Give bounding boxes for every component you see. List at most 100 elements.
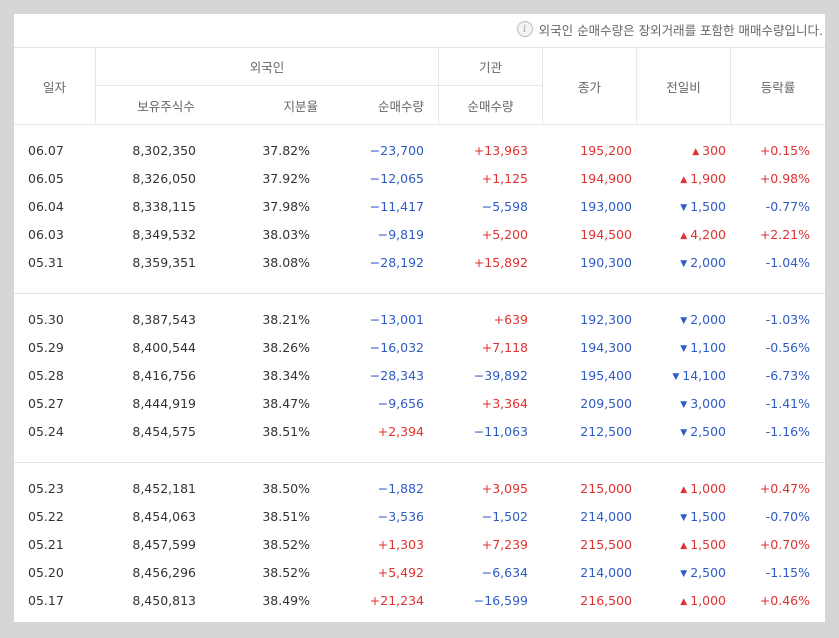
cell-diff-value: 2,500 (690, 424, 726, 439)
header-divider (95, 48, 96, 124)
header-divider (730, 48, 731, 124)
cell-diff-value: 300 (702, 143, 726, 158)
cell-ratio: 38.49% (262, 593, 310, 608)
table-row: 06.05 8,326,050 37.92% −12,065 +1,125 194,900… (14, 165, 825, 193)
cell-foreign-net: −23,700 (369, 143, 424, 158)
cell-foreign-net: −12,065 (369, 171, 424, 186)
cell-close: 194,900 (580, 171, 632, 186)
cell-diff: ▼ 2,000 (644, 306, 726, 334)
cell-diff: ▼ 2,500 (644, 559, 726, 587)
cell-diff: ▼ 2,500 (644, 418, 726, 446)
triangle-down-icon: ▼ (680, 316, 688, 326)
header-diff: 전일비 (666, 79, 701, 95)
cell-date: 05.21 (28, 537, 64, 552)
cell-rate: -1.15% (765, 565, 810, 580)
cell-inst-net: −5,598 (481, 199, 528, 214)
cell-rate: +0.15% (759, 143, 810, 158)
cell-ratio: 38.47% (262, 396, 310, 411)
cell-holdings: 8,349,532 (132, 227, 196, 242)
cell-holdings: 8,326,050 (132, 171, 196, 186)
triangle-up-icon: ▲ (680, 231, 688, 241)
cell-foreign-net: −3,536 (377, 509, 424, 524)
triangle-up-icon: ▲ (680, 175, 688, 185)
cell-close: 214,000 (580, 565, 632, 580)
cell-diff: ▼ 2,000 (644, 249, 726, 277)
cell-close: 216,500 (580, 593, 632, 608)
info-icon[interactable]: i (516, 21, 533, 37)
cell-foreign-net: −9,819 (377, 227, 424, 242)
row-group: 05.23 8,452,181 38.50% −1,882 +3,095 215,000 ▲… (14, 462, 825, 622)
cell-inst-net: −1,502 (481, 509, 528, 524)
cell-date: 06.04 (28, 199, 64, 214)
foreign-trading-panel: i 외국인 순매수량은 장외거래를 포함한 매매수량입니다. 일자 외국인 기관… (14, 14, 825, 622)
cell-ratio: 38.03% (262, 227, 310, 242)
cell-date: 05.27 (28, 396, 64, 411)
cell-inst-net: +13,963 (473, 143, 528, 158)
table-row: 05.23 8,452,181 38.50% −1,882 +3,095 215,000 ▲… (14, 475, 825, 503)
header-divider (636, 48, 637, 124)
triangle-up-icon: ▲ (680, 597, 688, 607)
row-group: 05.30 8,387,543 38.21% −13,001 +639 192,300 ▼ 2… (14, 293, 825, 463)
header-divider (96, 85, 542, 86)
cell-foreign-net: −11,417 (369, 199, 424, 214)
cell-date: 05.30 (28, 312, 64, 327)
cell-date: 06.07 (28, 143, 64, 158)
cell-close: 214,000 (580, 509, 632, 524)
cell-ratio: 38.50% (262, 481, 310, 496)
cell-ratio: 38.26% (262, 340, 310, 355)
cell-diff-value: 4,200 (690, 227, 726, 242)
cell-rate: -1.16% (765, 424, 810, 439)
cell-foreign-net: +5,492 (377, 565, 424, 580)
header-rate: 등락률 (760, 79, 796, 95)
cell-date: 06.05 (28, 171, 64, 186)
cell-diff: ▼ 14,100 (644, 362, 726, 390)
cell-diff-value: 1,900 (690, 171, 726, 186)
table-row: 05.22 8,454,063 38.51% −3,536 −1,502 214,000 ▼… (14, 503, 825, 531)
cell-close: 194,300 (580, 340, 632, 355)
cell-foreign-net: −13,001 (369, 312, 424, 327)
cell-rate: +0.46% (759, 593, 810, 608)
cell-inst-net: −39,892 (473, 368, 528, 383)
cell-date: 06.03 (28, 227, 64, 242)
cell-date: 05.17 (28, 593, 64, 608)
table-row: 06.03 8,349,532 38.03% −9,819 +5,200 194,500 ▲… (14, 221, 825, 249)
cell-close: 195,400 (580, 368, 632, 383)
cell-holdings: 8,454,063 (132, 509, 196, 524)
row-group: 06.07 8,302,350 37.82% −23,700 +13,963 195,20… (14, 124, 825, 294)
cell-close: 195,200 (580, 143, 632, 158)
triangle-down-icon: ▼ (680, 513, 688, 523)
cell-foreign-net: −1,882 (377, 481, 424, 496)
cell-diff-value: 1,000 (690, 481, 726, 496)
cell-diff-value: 1,000 (690, 593, 726, 608)
header-institution: 기관 (478, 60, 502, 75)
header-date: 일자 (42, 79, 66, 95)
cell-holdings: 8,452,181 (132, 481, 196, 496)
cell-holdings: 8,400,544 (132, 340, 196, 355)
triangle-down-icon: ▼ (680, 203, 688, 213)
cell-ratio: 37.92% (262, 171, 310, 186)
cell-holdings: 8,302,350 (132, 143, 196, 158)
table-row: 05.17 8,450,813 38.49% +21,234 −16,599 216,50… (14, 587, 825, 615)
table-row: 05.28 8,416,756 38.34% −28,343 −39,892 195,40… (14, 362, 825, 390)
cell-ratio: 38.34% (262, 368, 310, 383)
cell-diff: ▲ 1,900 (644, 165, 726, 193)
cell-diff: ▲ 300 (644, 137, 726, 165)
triangle-down-icon: ▼ (672, 372, 680, 382)
cell-diff: ▲ 1,500 (644, 531, 726, 559)
table-header: 일자 외국인 기관 보유주식수 지분율 순매수량 순매수량 종가 전일비 등락률 (14, 47, 825, 125)
cell-date: 05.22 (28, 509, 64, 524)
notice: i 외국인 순매수량은 장외거래를 포함한 매매수량입니다. (516, 19, 823, 39)
cell-diff: ▼ 1,500 (644, 503, 726, 531)
cell-ratio: 37.98% (262, 199, 310, 214)
cell-inst-net: −16,599 (473, 593, 528, 608)
cell-rate: +0.47% (759, 481, 810, 496)
cell-close: 215,500 (580, 537, 632, 552)
cell-diff-value: 1,500 (690, 509, 726, 524)
cell-foreign-net: +2,394 (377, 424, 424, 439)
triangle-down-icon: ▼ (680, 428, 688, 438)
cell-date: 05.31 (28, 255, 64, 270)
cell-foreign-net: −16,032 (369, 340, 424, 355)
header-ratio: 지분율 (283, 98, 318, 114)
cell-rate: -1.41% (765, 396, 810, 411)
cell-holdings: 8,444,919 (132, 396, 196, 411)
